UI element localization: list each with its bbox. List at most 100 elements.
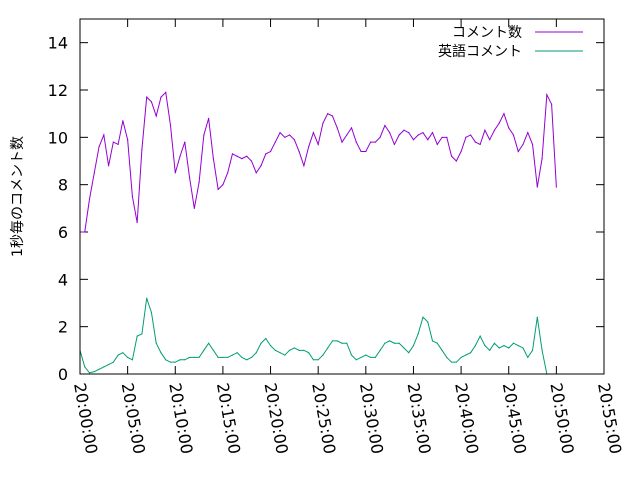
series-2-point	[293, 347, 295, 349]
series-2-point	[346, 342, 348, 344]
series-1-point	[98, 146, 100, 148]
series-1-point	[369, 141, 372, 143]
series-1-point	[236, 155, 238, 157]
series-1-point	[165, 91, 167, 93]
legend-label-1: コメント数	[452, 25, 522, 41]
series-1-point	[127, 139, 129, 141]
series-1-point	[212, 158, 214, 160]
series-2-point	[541, 349, 543, 351]
series-2-point	[508, 347, 510, 349]
series-1-point	[474, 141, 476, 143]
series-1-point	[88, 198, 91, 200]
series-1-point	[255, 172, 257, 174]
series-1-point	[155, 115, 157, 117]
series-2-point	[360, 356, 362, 359]
series-1-point	[431, 132, 434, 134]
series-2-point	[408, 352, 410, 354]
x-tick-label: 20:40:00	[451, 381, 482, 455]
series-1-point	[150, 101, 153, 103]
series-1-point	[308, 146, 310, 148]
x-tick-label: 20:05:00	[118, 381, 149, 455]
series-1-point	[551, 103, 553, 105]
series-2-point	[374, 356, 376, 359]
series-1-point	[136, 221, 138, 224]
series-2-point	[274, 349, 276, 351]
series-2-point	[107, 363, 110, 366]
series-1-point	[331, 115, 334, 117]
series-2-point	[531, 349, 534, 351]
series-2-point	[231, 354, 234, 356]
x-tick-label: 20:45:00	[499, 381, 530, 455]
series-1-point	[250, 160, 253, 162]
series-1-point	[179, 155, 181, 157]
series-1-point	[107, 165, 110, 167]
series-2-point	[446, 356, 448, 359]
series-2-point	[498, 347, 500, 349]
series-1-point	[131, 195, 133, 198]
series-1-point	[408, 132, 410, 134]
series-1-point	[246, 155, 248, 157]
series-2-point	[341, 342, 343, 344]
series-1-point	[493, 129, 496, 131]
series-1-point	[203, 134, 205, 136]
series-2-point	[317, 359, 319, 361]
series-1-point	[484, 129, 486, 131]
series-2-point	[112, 361, 114, 363]
series-1-point	[508, 127, 510, 129]
y-tick-label: 4	[58, 270, 68, 289]
series-2-point	[484, 345, 486, 347]
series-2-point	[103, 366, 105, 368]
series-1-point	[279, 132, 281, 134]
series-1-point	[141, 148, 143, 150]
series-2-point	[93, 371, 95, 373]
series-2-point	[284, 354, 286, 356]
series-1-point	[465, 136, 467, 138]
series-2-point	[298, 349, 300, 351]
series-1-point	[531, 143, 534, 146]
series-1-point	[546, 94, 548, 96]
series-2-point	[131, 359, 133, 361]
series-1-point	[317, 143, 319, 146]
series-1-point	[527, 132, 529, 134]
series-2-point	[427, 321, 429, 323]
series-1-point	[446, 136, 448, 138]
series-1-point	[222, 184, 224, 186]
series-2-point	[450, 361, 453, 363]
series-1-point	[522, 143, 524, 146]
series-1-point	[265, 153, 267, 155]
series-2-point	[212, 349, 214, 351]
series-2-point	[146, 297, 148, 299]
series-1-point	[470, 134, 472, 136]
series-2-point	[279, 352, 281, 354]
series-2-point	[422, 316, 424, 318]
series-2-point	[465, 354, 467, 356]
y-tick-label: 12	[48, 81, 68, 100]
x-tick-label: 20:20:00	[261, 381, 292, 455]
y-tick-label: 8	[58, 176, 68, 195]
series-2-point	[136, 335, 138, 337]
series-2-point	[127, 356, 129, 359]
series-1-point	[293, 139, 295, 141]
series-1-point	[346, 134, 348, 136]
series-2-point	[365, 354, 367, 356]
series-2-point	[84, 366, 86, 368]
series-1-point	[379, 136, 381, 138]
series-line-1	[80, 91, 557, 233]
x-tick-label: 20:35:00	[404, 381, 435, 455]
legend-label-2: 英語コメント	[438, 43, 522, 60]
series-2-point	[512, 342, 515, 344]
series-2-point	[522, 347, 524, 349]
series-1-point	[274, 141, 276, 143]
series-2-point	[98, 368, 100, 370]
series-2-point	[241, 356, 243, 359]
series-1-point	[512, 134, 515, 136]
series-2-point	[441, 349, 443, 351]
series-1-point	[460, 150, 462, 153]
y-axis-label: 1秒毎のコメント数	[10, 136, 26, 257]
x-tick-label: 20:25:00	[308, 381, 339, 455]
series-2-point	[489, 349, 491, 351]
series-1-point	[389, 132, 391, 134]
